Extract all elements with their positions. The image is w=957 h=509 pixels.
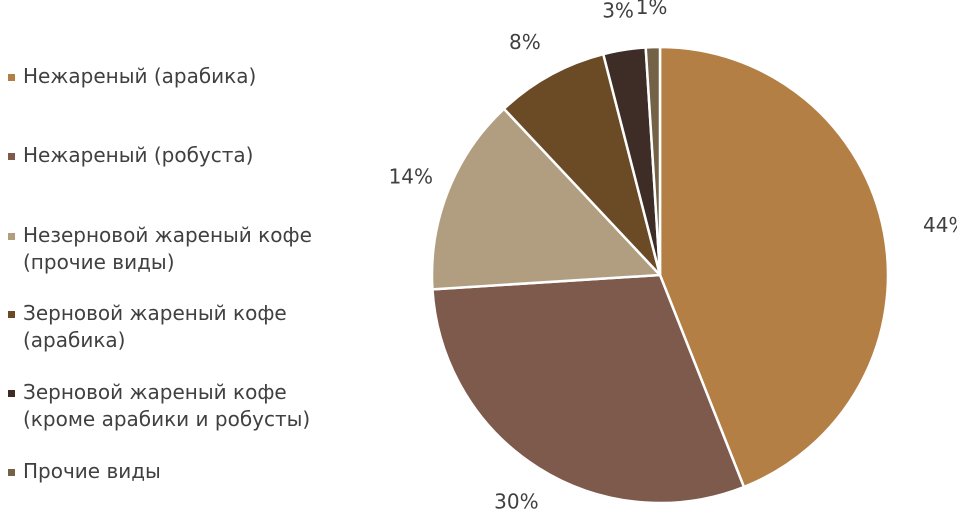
legend-swatch-5 xyxy=(8,390,15,397)
pie-slice-3 xyxy=(430,107,662,291)
pie-value-label-1: 44% xyxy=(923,213,957,237)
legend-item-4: Зерновой жареный кофе (арабика) xyxy=(8,300,287,354)
legend-label-4: Зерновой жареный кофе (арабика) xyxy=(23,301,287,352)
pie-value-label-6: 1% xyxy=(636,0,668,19)
legend-label-6: Прочие виды xyxy=(23,459,161,483)
legend-swatch-2 xyxy=(8,153,15,160)
legend-swatch-1 xyxy=(8,74,15,81)
legend-label-5: Зерновой жареный кофе (кроме арабики и р… xyxy=(23,380,311,431)
pie-value-label-4: 8% xyxy=(509,30,541,54)
legend-item-1: Нежареный (арабика) xyxy=(8,63,256,90)
legend-label-3: Незерновой жареный кофе (прочие виды) xyxy=(23,223,312,274)
legend-item-6: Прочие виды xyxy=(8,458,161,485)
pie-value-label-2: 30% xyxy=(494,489,538,509)
legend-item-5: Зерновой жареный кофе (кроме арабики и р… xyxy=(8,379,310,433)
pie-slice-2 xyxy=(431,273,746,505)
legend-label-1: Нежареный (арабика) xyxy=(23,64,257,88)
pie-value-label-3: 14% xyxy=(389,164,433,188)
pie-value-labels: 44% 30% 14% 8% 3%1% xyxy=(389,0,957,509)
legend-swatch-4 xyxy=(8,311,15,318)
legend-label-2: Нежареный (робуста) xyxy=(23,143,254,167)
pie-slice-4 xyxy=(502,52,662,277)
legend-swatch-3 xyxy=(8,233,15,240)
legend-swatch-6 xyxy=(8,469,15,476)
chart-legend: Нежареный (арабика) Нежареный (робуста) Не… xyxy=(8,0,388,509)
legend-item-2: Нежареный (робуста) xyxy=(8,142,253,169)
pie-slice-1 xyxy=(658,45,890,489)
legend-item-3: Незерновой жареный кофе (прочие виды) xyxy=(8,222,312,276)
pie-value-label-5: 3% xyxy=(602,0,634,22)
pie-slices xyxy=(430,45,890,505)
pie-slice-6 xyxy=(644,45,662,277)
